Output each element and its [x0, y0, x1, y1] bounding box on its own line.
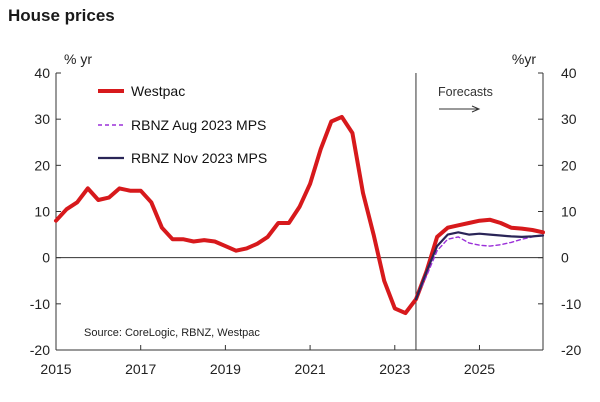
- y-tick-left: 0: [42, 250, 50, 266]
- y-tick-right: 40: [561, 65, 577, 81]
- legend-label: RBNZ Nov 2023 MPS: [131, 150, 267, 166]
- y-tick-left: 30: [34, 111, 50, 127]
- y-tick-left: 10: [34, 204, 50, 220]
- y-tick-right: 0: [561, 250, 569, 266]
- y-tick-left: -10: [30, 296, 50, 312]
- x-tick-label: 2015: [40, 361, 71, 377]
- y-tick-right: 10: [561, 204, 577, 220]
- y-tick-right: 30: [561, 111, 577, 127]
- x-tick-label: 2021: [295, 361, 326, 377]
- legend-label: RBNZ Aug 2023 MPS: [131, 117, 266, 133]
- chart-labels: 40 40 30 30 20 20 10 10 0 0 -10 -10 -20 -20 2015 2017 20…: [30, 51, 582, 377]
- forecast-arrow-head: [471, 105, 481, 113]
- x-tick-label: 2025: [464, 361, 495, 377]
- x-tick-label: 2019: [210, 361, 241, 377]
- x-tick-label: 2023: [379, 361, 410, 377]
- y-tick-left: 40: [34, 65, 50, 81]
- source-note: Source: CoreLogic, RBNZ, Westpac: [84, 327, 260, 339]
- series-line-rbnz-nov-2023-mps: [414, 231, 545, 301]
- series-line-westpac: [54, 114, 545, 316]
- y-tick-right: -20: [561, 342, 581, 358]
- y-tick-right: 20: [561, 157, 577, 173]
- y-tick-right: -10: [561, 296, 581, 312]
- y-tick-left: -20: [30, 342, 50, 358]
- forecast-label: Forecasts: [438, 85, 493, 99]
- left-unit-label: % yr: [64, 51, 92, 67]
- chart-axes: [55, 72, 544, 351]
- legend-label: Westpac: [131, 83, 185, 99]
- series-layer: [54, 114, 545, 316]
- chart-title: House prices: [8, 6, 115, 25]
- chart-legend: Westpac RBNZ Aug 2023 MPS RBNZ Nov 2023 MP…: [98, 83, 267, 166]
- right-unit-label: %yr: [512, 51, 536, 67]
- x-tick-label: 2017: [125, 361, 156, 377]
- y-tick-left: 20: [34, 157, 50, 173]
- series-line-rbnz-aug-2023-mps: [415, 233, 544, 300]
